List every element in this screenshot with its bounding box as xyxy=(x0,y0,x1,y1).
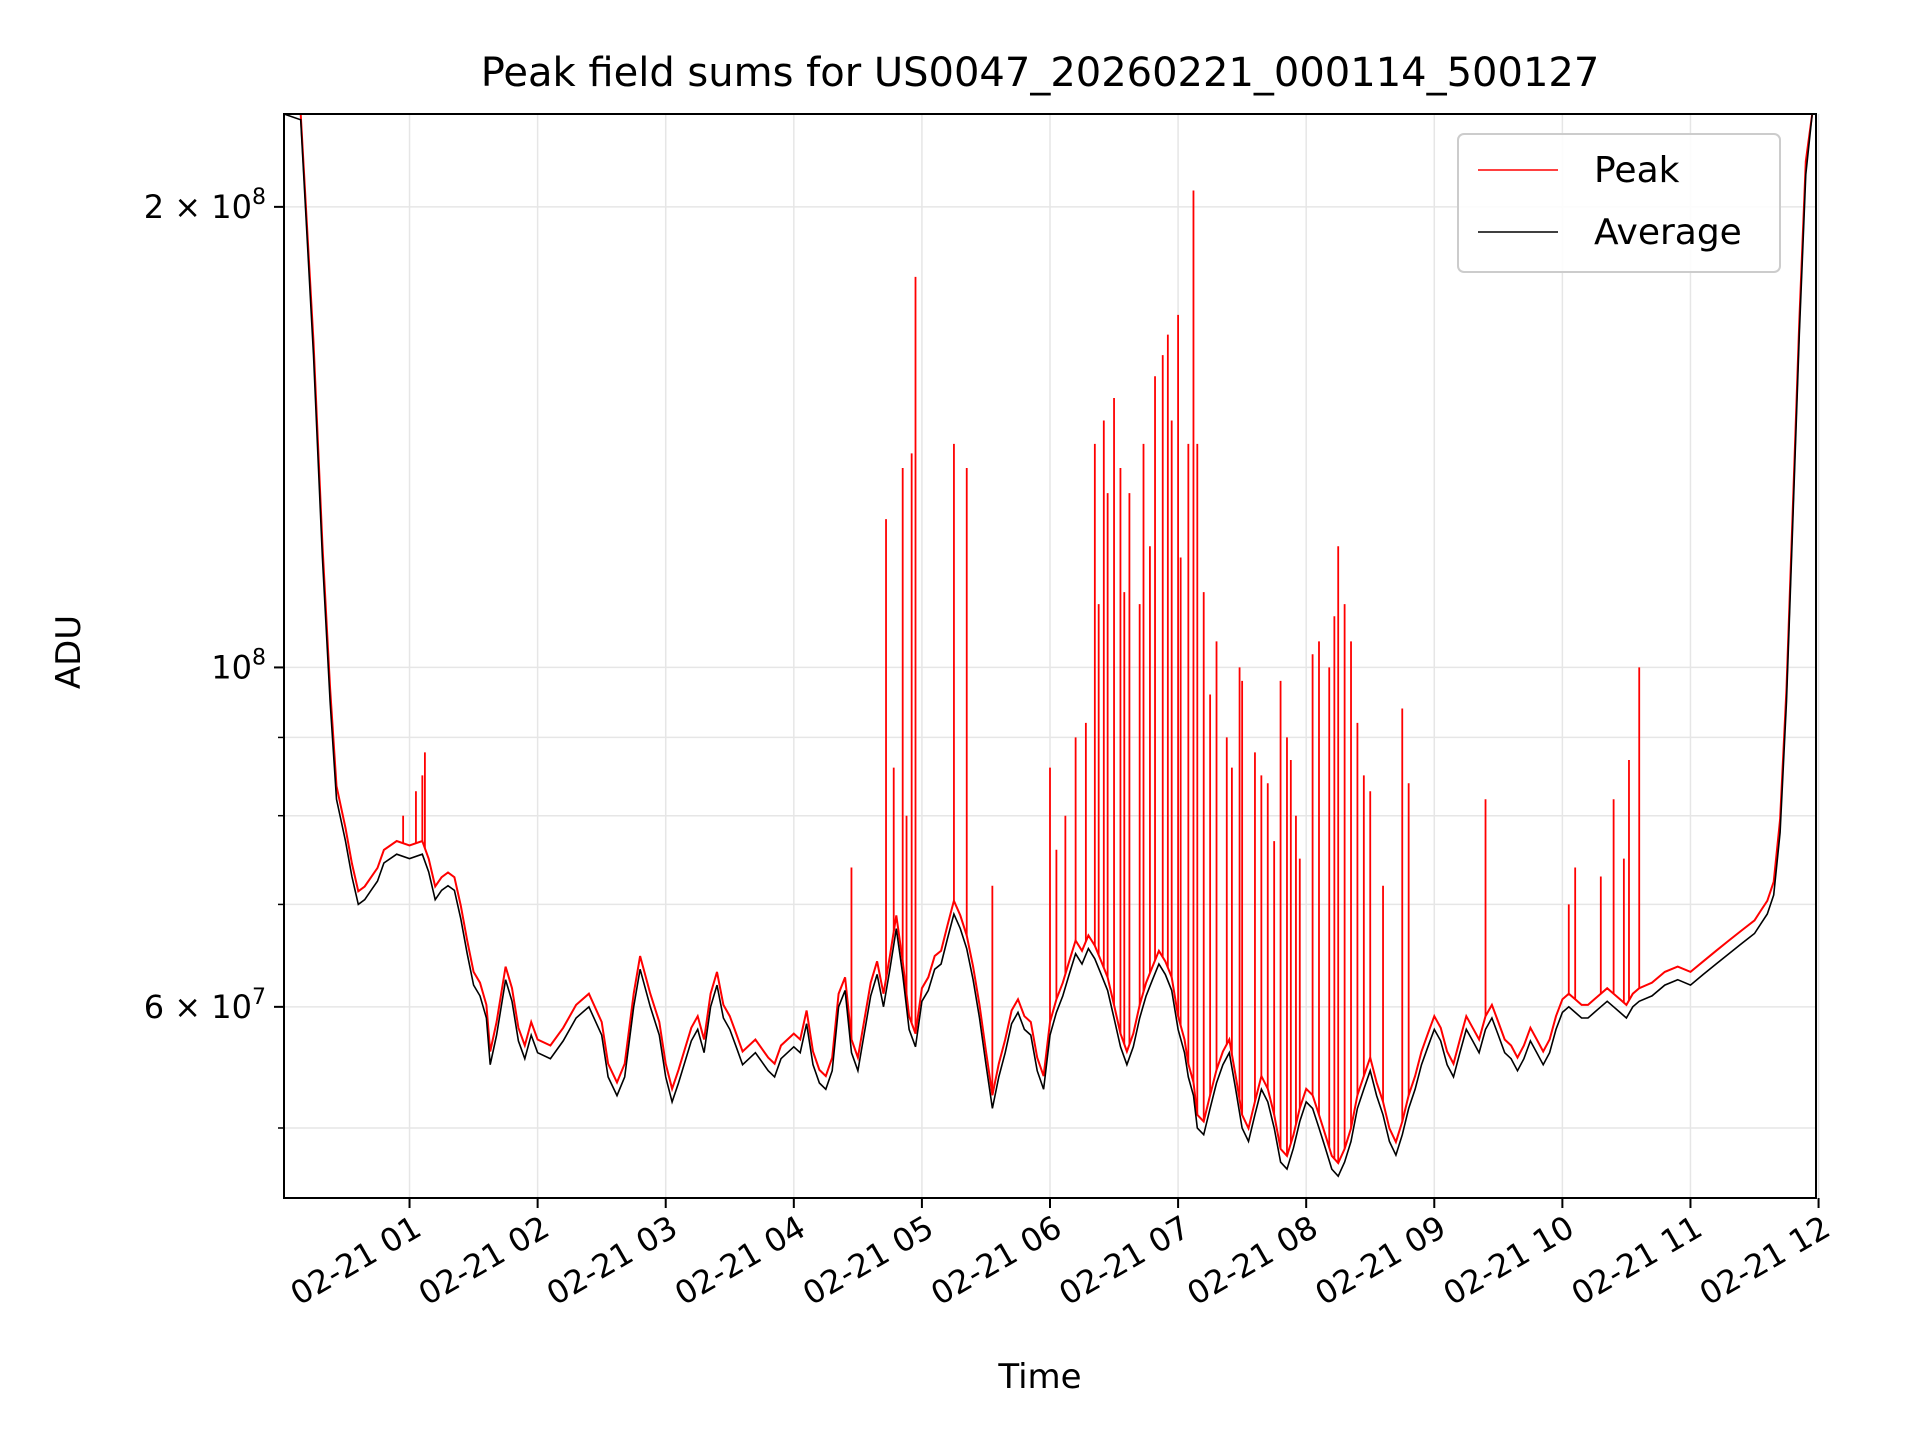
x-axis-label: Time xyxy=(997,1357,1081,1397)
legend: Peak Average xyxy=(1457,133,1781,273)
legend-average-label: Average xyxy=(1594,212,1742,253)
chart-title: Peak field sums for US0047_20260221_0001… xyxy=(481,50,1600,96)
grid xyxy=(284,114,1820,1198)
y-axis-label: ADU xyxy=(49,615,89,689)
series-average-line xyxy=(283,113,1816,1178)
y-tick-label: 108 xyxy=(211,645,266,686)
y-tick-label: 2 × 108 xyxy=(144,185,266,226)
legend-box xyxy=(1457,133,1781,273)
series-peak-line xyxy=(284,113,1816,1165)
y-tick-label: 6 × 107 xyxy=(144,985,266,1026)
plot-lines xyxy=(283,113,1816,1178)
legend-peak-label: Peak xyxy=(1594,150,1680,191)
y-axis: 6 × 107 108 2 × 108 xyxy=(144,185,284,1129)
